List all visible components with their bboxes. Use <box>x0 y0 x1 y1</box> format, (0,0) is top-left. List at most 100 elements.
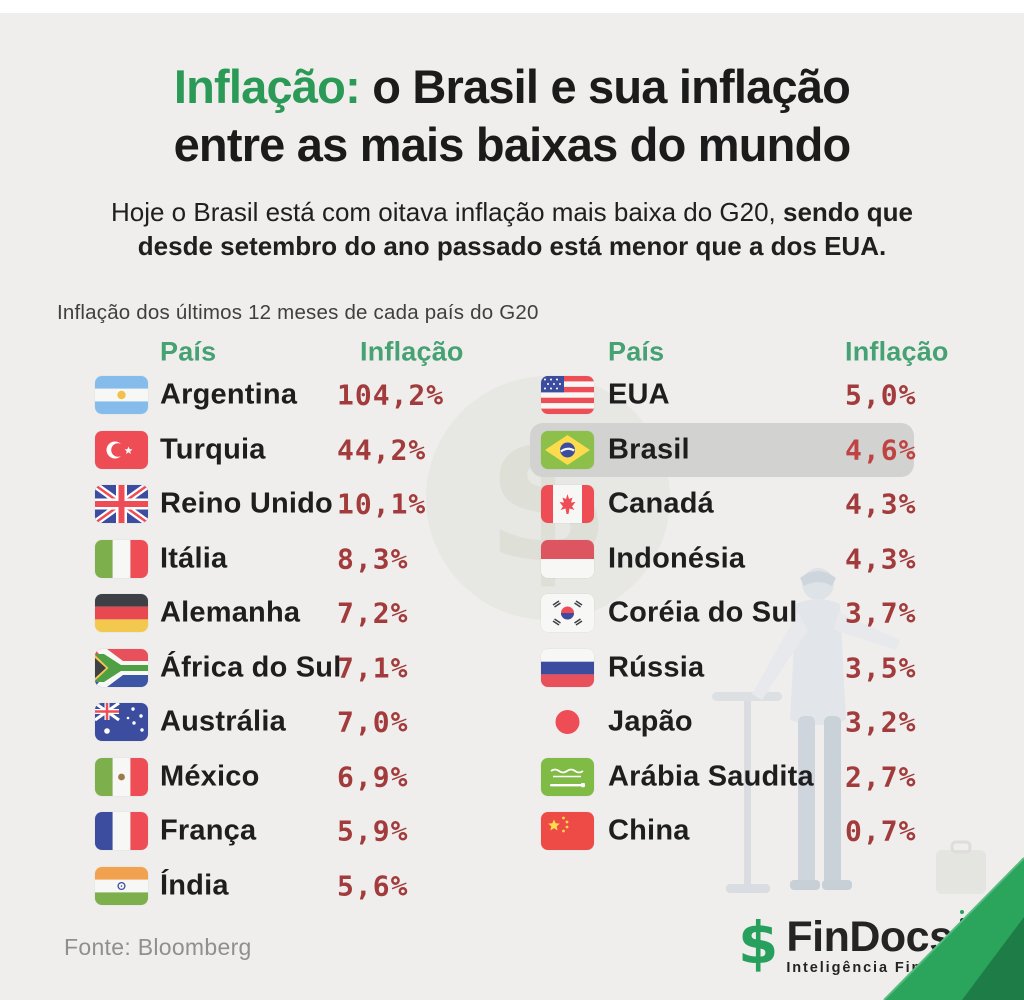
country-name: Coréia do Sul <box>608 596 798 629</box>
inflation-value: 4,3% <box>845 487 917 521</box>
country-name: Índia <box>160 869 229 902</box>
country-name: Alemanha <box>160 596 301 629</box>
flag-united-kingdom-icon <box>95 485 148 524</box>
table-row: Arábia Saudita 2,7% <box>530 750 917 805</box>
flag-australia-icon <box>95 703 148 742</box>
flag-south-africa-icon <box>95 648 148 687</box>
table-row: Japão 3,2% <box>530 695 917 750</box>
flag-japan-icon <box>541 703 594 741</box>
subtitle: Hoje o Brasil está com oitava inflação m… <box>0 196 1024 264</box>
flag-china-icon <box>541 812 594 851</box>
title-line2: entre as mais baixas do mundo <box>173 118 852 172</box>
table-row: Reino Unido 10,1% <box>84 477 484 532</box>
table-row: China 0,7% <box>530 804 917 859</box>
top-white-strip <box>0 0 1024 13</box>
inflation-value: 6,9% <box>337 760 409 794</box>
table-row: Índia 5,6% <box>84 859 484 914</box>
table-row: EUA 5,0% <box>530 368 917 423</box>
flag-turkey-icon <box>95 430 148 469</box>
country-name: Arábia Saudita <box>608 760 814 793</box>
country-name: Itália <box>160 542 228 575</box>
column-header-inflation: Inflação <box>845 336 949 367</box>
inflation-value: 3,7% <box>845 596 917 630</box>
flag-italy-icon <box>95 539 148 578</box>
title-line1-rest: o Brasil e sua inflação <box>359 60 851 113</box>
table-row: África do Sul 7,1% <box>84 641 484 696</box>
flag-south-korea-icon <box>541 594 594 633</box>
inflation-value: 7,2% <box>337 596 409 630</box>
table-row: Itália 8,3% <box>84 532 484 587</box>
title-accent: Inflação: <box>173 60 361 113</box>
table-row: Alemanha 7,2% <box>84 586 484 641</box>
table-row: Rússia 3,5% <box>530 641 917 696</box>
source-credit: Fonte: Bloomberg <box>64 934 252 960</box>
subtitle-regular: Hoje o Brasil está com oitava inflação m… <box>110 197 783 227</box>
flag-russia-icon <box>541 648 594 687</box>
table-row: Canadá 4,3% <box>530 477 917 532</box>
logo-dots-decoration <box>960 910 966 933</box>
table-row: França 5,9% <box>84 804 484 859</box>
page-title: Inflação: o Brasil e sua inflação entre … <box>0 58 1024 175</box>
inflation-value: 3,2% <box>845 705 917 739</box>
subtitle-bold-2: desde setembro do ano passado está menor… <box>137 230 887 261</box>
table-row: Coréia do Sul 3,7% <box>530 586 917 641</box>
inflation-value: 7,1% <box>337 651 409 685</box>
country-name: Argentina <box>160 378 298 411</box>
country-name: Turquia <box>160 433 266 466</box>
table-header-row: País Inflação <box>530 336 948 368</box>
logo-text-block: FinDocs Inteligência Financeira <box>786 913 987 977</box>
country-name: Brasil <box>608 433 690 466</box>
table-row: Indonésia 4,3% <box>530 532 917 587</box>
inflation-value: 3,5% <box>845 651 917 685</box>
dollar-logo-icon: $ <box>738 909 779 977</box>
table-row-highlighted-brasil: Brasil 4,6% <box>530 422 917 477</box>
table-row: México 6,9% <box>84 750 484 805</box>
flag-india-icon <box>95 866 148 905</box>
flag-brazil-icon <box>541 430 594 469</box>
country-name: África do Sul <box>160 651 342 684</box>
flag-saudi-arabia-icon <box>541 757 594 796</box>
country-name: China <box>608 814 690 847</box>
flag-mexico-icon <box>95 757 148 796</box>
column-header-country: País <box>160 336 217 367</box>
flag-germany-icon <box>95 594 148 633</box>
flag-france-icon <box>95 812 148 851</box>
table-row: Austrália 7,0% <box>84 695 484 750</box>
inflation-value: 4,3% <box>845 542 917 576</box>
subtitle-bold-1: sendo que <box>783 197 914 227</box>
inflation-value: 8,3% <box>337 542 409 576</box>
country-name: França <box>160 814 257 847</box>
inflation-value: 5,6% <box>337 869 409 903</box>
table-header-row: País Inflação <box>84 336 484 368</box>
flag-usa-icon <box>541 376 594 415</box>
country-name: Canadá <box>608 487 714 520</box>
country-name: Japão <box>608 705 693 738</box>
inflation-value: 5,9% <box>337 814 409 848</box>
logo-name: FinDocs <box>786 913 953 961</box>
logo-tagline: Inteligência Financeira <box>786 960 987 976</box>
flag-indonesia-icon <box>541 539 594 578</box>
table-right-column: País Inflação EUA 5,0% Brasil 4,6% <box>530 336 948 859</box>
country-name: EUA <box>608 378 670 411</box>
column-header-inflation: Inflação <box>360 336 464 367</box>
flag-canada-icon <box>541 485 594 524</box>
country-name: Reino Unido <box>160 487 333 520</box>
table-left-column: País Inflação Argentina 104,2% Turquia 4… <box>84 336 484 913</box>
country-name: México <box>160 760 260 793</box>
inflation-value: 0,7% <box>845 814 917 848</box>
inflation-value: 44,2% <box>337 433 427 467</box>
inflation-value: 4,6% <box>845 433 917 467</box>
section-label: Inflação dos últimos 12 meses de cada pa… <box>57 301 539 324</box>
country-name: Austrália <box>160 705 286 738</box>
country-name: Rússia <box>608 651 705 684</box>
country-name: Indonésia <box>608 542 746 575</box>
flag-argentina-icon <box>95 376 148 415</box>
inflation-value: 10,1% <box>337 487 427 521</box>
inflation-value: 104,2% <box>337 378 445 412</box>
inflation-value: 2,7% <box>845 760 917 794</box>
inflation-value: 7,0% <box>337 705 409 739</box>
table-row: Argentina 104,2% <box>84 368 484 423</box>
table-row: Turquia 44,2% <box>84 423 484 478</box>
inflation-value: 5,0% <box>845 378 917 412</box>
